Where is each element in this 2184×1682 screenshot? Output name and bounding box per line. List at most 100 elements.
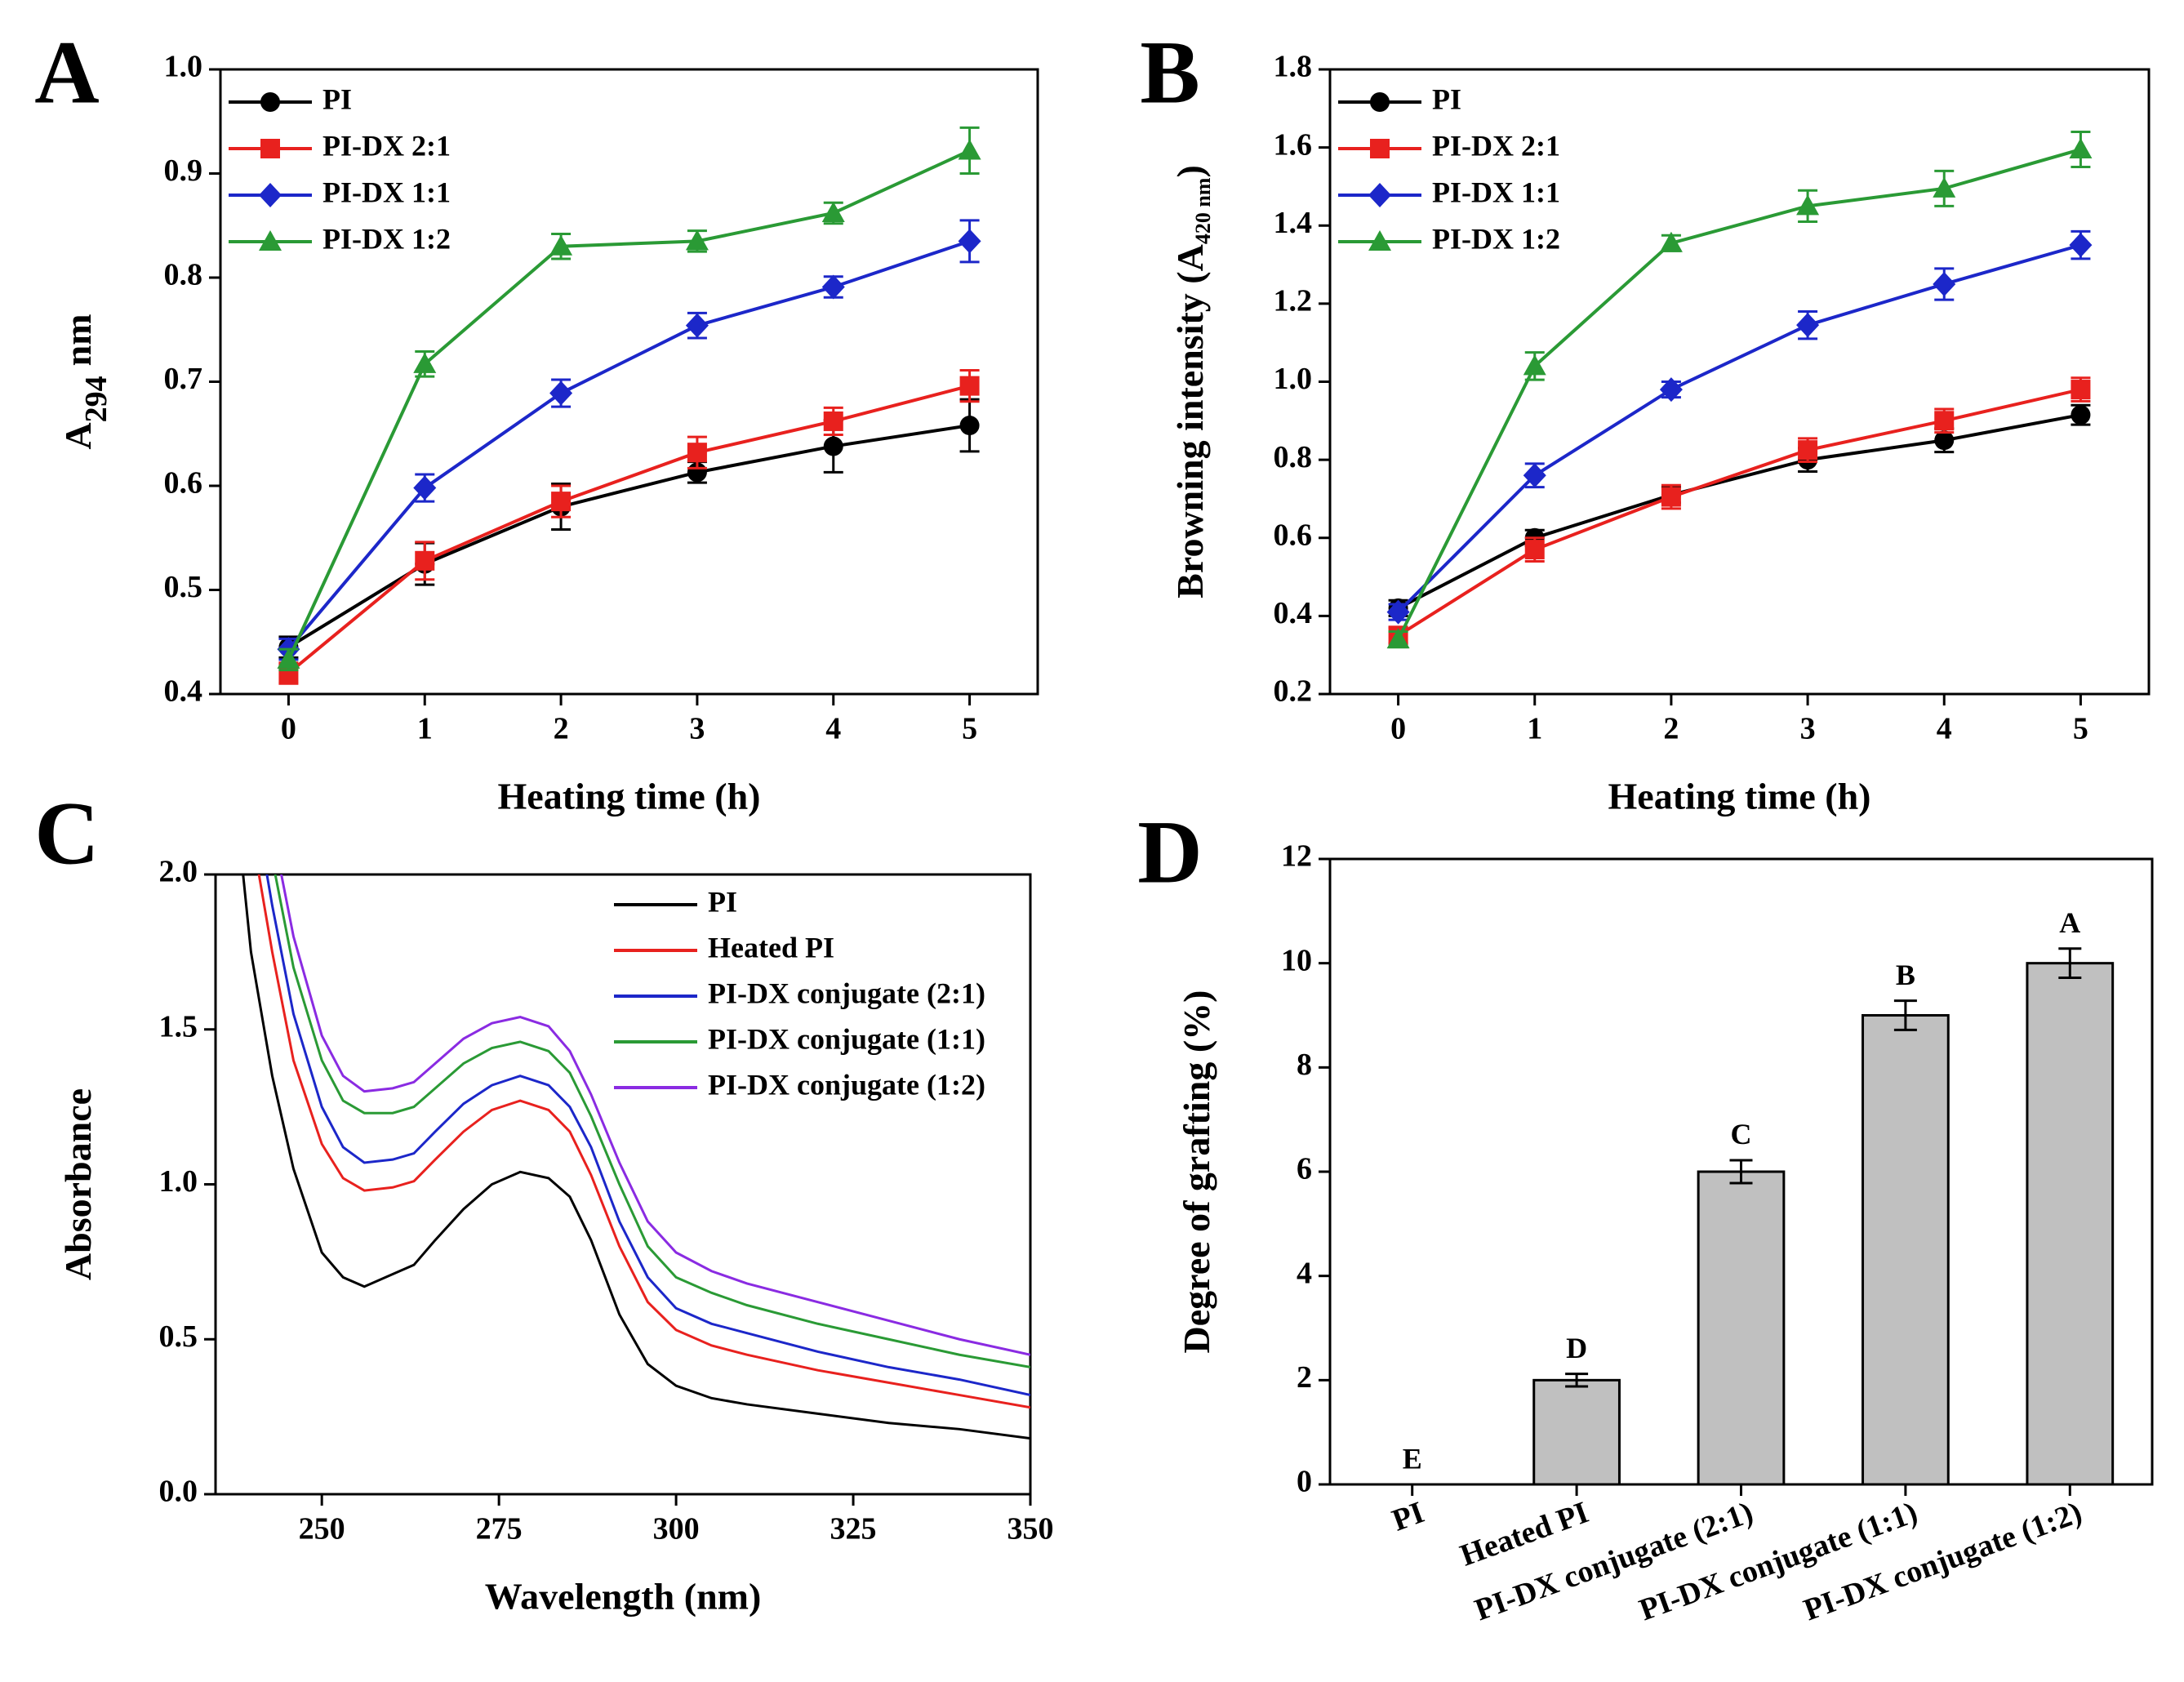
- marker: [2069, 138, 2093, 159]
- y-tick-label: 0.6: [164, 466, 203, 501]
- legend-label: PI-DX 1:1: [1432, 176, 1560, 208]
- y-axis-label-part: Degree of grafting (%): [1176, 990, 1217, 1354]
- legend-label: Heated PI: [708, 931, 834, 963]
- panel-letter: C: [34, 783, 99, 883]
- y-tick-label: 0.2: [1274, 674, 1313, 709]
- bar: [2026, 962, 2115, 1486]
- marker: [1523, 463, 1546, 488]
- y-tick-label: 1.0: [159, 1164, 198, 1199]
- y-tick-label: 1.0: [1274, 362, 1313, 396]
- x-tick-label: 300: [653, 1512, 700, 1546]
- x-tick-label: 3: [1800, 712, 1816, 746]
- marker: [549, 380, 573, 406]
- marker: [1368, 183, 1391, 207]
- y-tick-label: 0.4: [164, 674, 203, 709]
- x-tick-label: 1: [417, 712, 433, 746]
- marker: [1523, 354, 1546, 376]
- significance-letter: B: [1896, 959, 1915, 991]
- marker: [413, 352, 437, 373]
- legend-label: PI-DX 1:1: [322, 176, 451, 208]
- legend-label: PI-DX 1:2: [322, 222, 451, 255]
- marker: [413, 475, 437, 501]
- series-line: [287, 384, 971, 675]
- data: [1386, 131, 2093, 649]
- marker: [415, 550, 435, 571]
- legend-label: PI-DX 2:1: [322, 129, 451, 162]
- y-tick-label: 0.9: [164, 154, 203, 188]
- data: [277, 126, 981, 685]
- marker: [821, 201, 845, 222]
- panel: C 0.0 0.5 1.0 1.5 2.0 250 275 300 325 350 Wavelengt…: [34, 783, 1054, 1617]
- marker: [959, 416, 980, 436]
- marker: [1933, 176, 1956, 198]
- legend-label: PI-DX conjugate (1:2): [708, 1068, 985, 1101]
- x-tick-label: 1: [1527, 712, 1542, 746]
- y-tick-label: 4: [1297, 1256, 1312, 1290]
- x-tick-label: 350: [1007, 1512, 1054, 1546]
- series-line: [242, 874, 1030, 1440]
- series-line: [1397, 243, 2081, 614]
- error-bar: [1565, 1373, 1589, 1388]
- marker: [685, 313, 709, 338]
- legend-label: PI-DX conjugate (2:1): [708, 977, 985, 1009]
- series-line: [280, 874, 1030, 1356]
- x-tick-label: 4: [825, 712, 841, 746]
- y-axis-label-part: ): [1169, 165, 1211, 177]
- marker: [687, 443, 707, 463]
- legend-label: PI-DX 1:2: [1432, 222, 1560, 255]
- y-tick-label: 0.0: [159, 1475, 198, 1509]
- marker: [1524, 540, 1545, 560]
- marker: [259, 230, 282, 251]
- marker: [958, 229, 981, 254]
- series-line: [287, 424, 970, 649]
- y-tick-label: 0.5: [164, 570, 203, 604]
- y-tick-label: 0.8: [1274, 440, 1313, 474]
- y-tick-label: 1.5: [159, 1009, 198, 1043]
- x-tick-label: PI: [1388, 1495, 1429, 1537]
- y-tick-label: 0: [1297, 1465, 1312, 1499]
- x-tick-label: PI-DX conjugate (1:1): [1635, 1495, 1922, 1627]
- y-tick-label: 1.8: [1274, 50, 1313, 84]
- significance-letter: A: [2059, 906, 2080, 939]
- marker: [1368, 230, 1391, 251]
- x-tick-label: 2: [554, 712, 569, 746]
- x-tick-label: 0: [1390, 712, 1406, 746]
- series-line: [265, 874, 1030, 1397]
- marker: [2069, 233, 2093, 258]
- y-tick-label: 1.2: [1274, 284, 1313, 318]
- x-tick-label: 3: [689, 712, 705, 746]
- marker: [1661, 487, 1681, 507]
- panel-letter: D: [1137, 802, 1202, 901]
- x-tick-label: 0: [281, 712, 296, 746]
- marker: [685, 229, 709, 251]
- y-axis-label-part: nm: [57, 314, 99, 366]
- marker: [1659, 377, 1683, 403]
- marker: [1796, 194, 1820, 216]
- panel: A 0.4 0.5 0.6 0.7 0.8 0.9 1.0 0 1 2 3 4 5 Heating time…: [34, 22, 1039, 817]
- legend-label: PI: [1432, 82, 1461, 115]
- y-axis-label-part: Absorbance: [57, 1088, 99, 1280]
- data: [242, 874, 1030, 1440]
- bar: [1862, 1014, 1950, 1486]
- marker: [823, 411, 843, 431]
- marker: [1798, 440, 1818, 461]
- marker: [260, 139, 280, 158]
- legend-label: PI-DX 2:1: [1432, 129, 1560, 162]
- y-tick-label: 2.0: [159, 855, 198, 889]
- x-tick-label: PI-DX conjugate (2:1): [1470, 1495, 1758, 1627]
- y-tick-label: 0.7: [164, 362, 203, 396]
- y-tick-label: 0.5: [159, 1319, 198, 1354]
- x-axis-label: Heating time (h): [1608, 776, 1871, 817]
- marker: [551, 492, 572, 512]
- y-axis-label-part: 294: [79, 376, 113, 422]
- x-axis-label: Heating time (h): [498, 776, 761, 817]
- y-axis-label: Degree of grafting (%): [1176, 990, 1217, 1354]
- series-line: [1397, 388, 2081, 637]
- x-tick-label: 4: [1937, 712, 1952, 746]
- x-tick-label: 325: [830, 1512, 877, 1546]
- series-line: [257, 874, 1030, 1409]
- y-tick-label: 10: [1281, 943, 1312, 977]
- bar: [1697, 1170, 1786, 1486]
- x-tick-label: 2: [1663, 712, 1679, 746]
- marker: [2071, 380, 2091, 400]
